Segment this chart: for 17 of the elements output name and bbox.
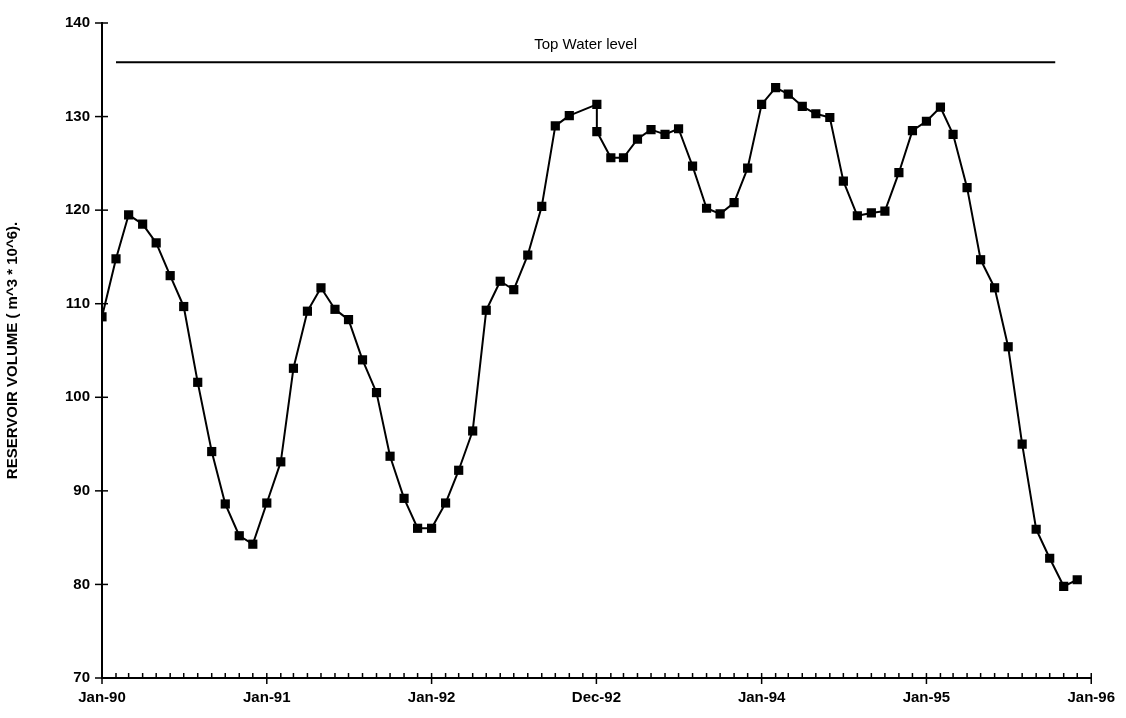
x-tick-label: Jan-91: [243, 688, 291, 706]
y-tick-label: 110: [65, 293, 90, 311]
y-tick-label: 100: [64, 387, 90, 405]
y-tick-label: 90: [73, 481, 90, 498]
x-tick-label: Jan-92: [407, 688, 456, 706]
y-tick-label: 130: [64, 106, 90, 124]
x-tick-label: Jan-95: [902, 688, 951, 706]
x-tick-label: Dec-92: [571, 688, 621, 706]
y-tick-label: 80: [73, 574, 90, 592]
x-tick-label: Jan-90: [78, 688, 126, 706]
y-tick-label: 140: [64, 13, 90, 31]
y-tick-label: 70: [73, 668, 90, 686]
x-tick-label: Jan-94: [737, 688, 787, 706]
ref-line-label: Top Water level: [534, 34, 638, 52]
x-tick-label: Jan-96: [1067, 688, 1115, 706]
y-tick-label: 120: [64, 200, 90, 218]
y-axis-title: RESERVOIR VOLUME ( m^3 * 10^6).: [3, 221, 21, 480]
